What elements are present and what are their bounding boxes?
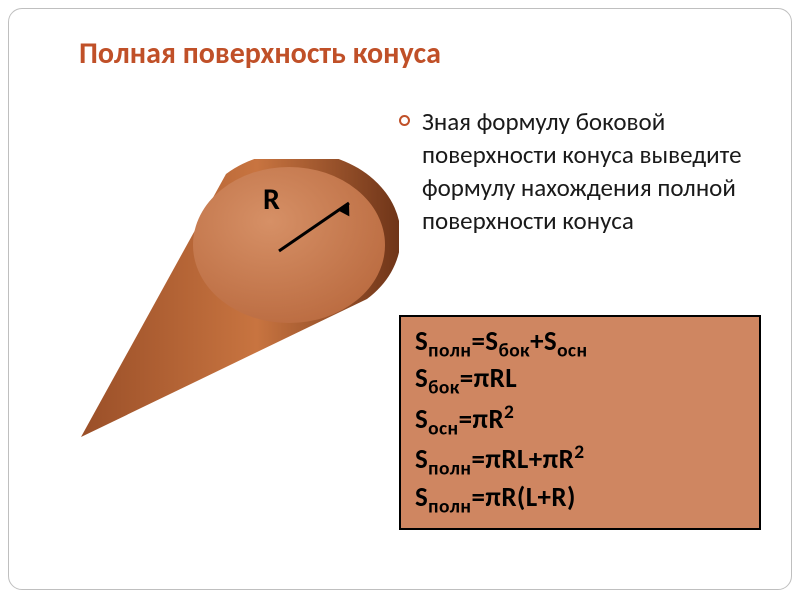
formula-line-3: Sосн=πR2 <box>415 400 745 440</box>
formula-line-2: Sбок=πRL <box>415 362 745 399</box>
formula-box: Sполн=Sбок+Sосн Sбок=πRL Sосн=πR2 Sполн=… <box>399 315 761 530</box>
formula-line-4: Sполн=πRL+πR2 <box>415 440 745 480</box>
slide-title: Полная поверхность конуса <box>79 35 441 72</box>
body-text: Зная формулу боковой поверхности конуса … <box>422 105 775 237</box>
bullet-item: Зная формулу боковой поверхности конуса … <box>399 105 775 237</box>
cone-svg <box>39 159 399 459</box>
slide-frame: Полная поверхность конуса Зная формулу б… <box>8 8 792 590</box>
radius-label: R <box>263 181 280 218</box>
cone-diagram: R <box>39 159 399 459</box>
body-text-block: Зная формулу боковой поверхности конуса … <box>399 105 775 237</box>
formula-line-5: Sполн=πR(L+R) <box>415 481 745 518</box>
formula-line-1: Sполн=Sбок+Sосн <box>415 325 745 362</box>
bullet-dot-icon <box>399 115 410 126</box>
